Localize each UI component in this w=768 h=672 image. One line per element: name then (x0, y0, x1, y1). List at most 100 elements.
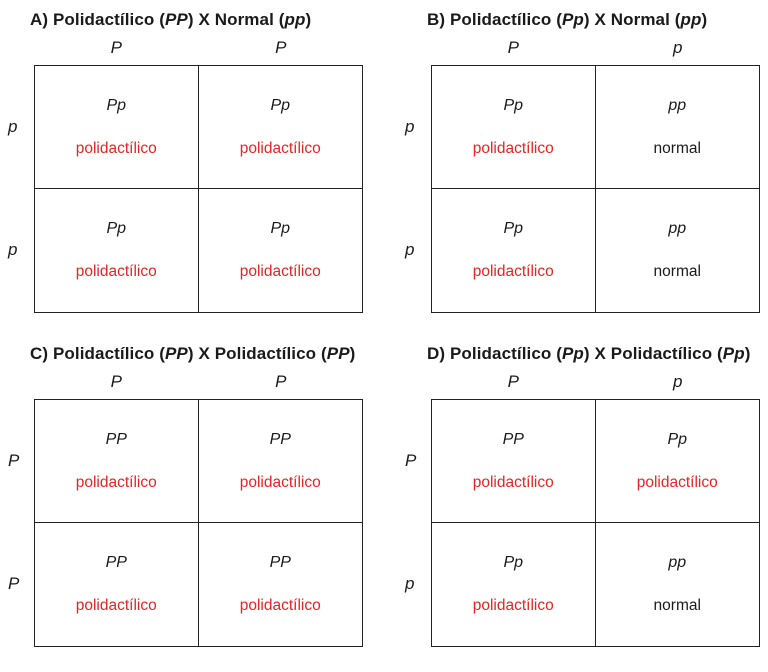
title-text: ) X Polidactílico ( (187, 344, 327, 363)
cell-phenotype: polidactílico (239, 597, 321, 614)
punnett-cell: Pp polidactílico (198, 66, 362, 189)
col-headers: P p (431, 38, 760, 65)
row-header: p (405, 573, 415, 593)
col-headers: P P (34, 372, 363, 399)
cell-phenotype: polidactílico (472, 473, 554, 491)
row-header: P (8, 450, 20, 470)
col-header: P (110, 38, 122, 57)
punnett-grid: Pp polidactílico Pp polidactílico Pp pol… (34, 65, 363, 313)
col-headers: P p (431, 372, 760, 399)
cell-phenotype: normal (653, 263, 701, 280)
title-genotype: PP (326, 344, 350, 363)
cell-genotype: pp (668, 220, 687, 237)
cell-genotype: Pp (106, 96, 127, 114)
punnett-cell: Pp polidactílico (432, 66, 596, 189)
cell-phenotype: polidactílico (239, 473, 321, 491)
title-text: ) X Normal ( (583, 10, 681, 29)
row-header: P (405, 450, 417, 470)
panel-a-title: A) Polidactílico (PP) X Normal (pp) (30, 10, 363, 30)
punnett-cell: PP polidactílico (198, 400, 362, 523)
col-header: p (673, 372, 683, 391)
punnett-cell: Pp polidactílico (432, 523, 596, 646)
punnett-grid: Pp polidactílico pp normal Pp polidactíl… (431, 65, 760, 313)
cell-genotype: Pp (106, 220, 127, 237)
punnett-panel-c: C) Polidactílico (PP) X Polidactílico (P… (8, 342, 363, 652)
punnett-cell: pp normal (595, 66, 759, 189)
punnett-square: P P P P PP polidactílico PP polidactílic… (8, 372, 363, 647)
cell-genotype: Pp (270, 96, 291, 114)
punnett-square: p p P P Pp polidactílico Pp polidactílic… (8, 38, 363, 313)
cell-genotype: PP (269, 554, 291, 571)
cell-phenotype: polidactílico (472, 263, 554, 280)
cell-phenotype: polidactílico (472, 139, 554, 157)
punnett-cell: pp normal (596, 523, 760, 646)
title-text: ) (305, 10, 312, 29)
title-text: A) Polidactílico ( (30, 10, 165, 29)
cell-phenotype: normal (653, 139, 701, 157)
punnett-panel-d: D) Polidactílico (Pp) X Polidactílico (P… (405, 342, 760, 652)
punnett-cell: Pp polidactílico (432, 189, 596, 312)
col-header: P (507, 372, 519, 391)
title-text: B) Polidactílico ( (427, 10, 562, 29)
cell-phenotype: polidactílico (636, 473, 718, 491)
title-text: D) Polidactílico ( (427, 344, 562, 363)
punnett-cell: PP polidactílico (35, 523, 199, 646)
col-headers: P P (34, 38, 363, 65)
title-text: ) X Normal ( (187, 10, 285, 29)
row-headers: P p (405, 372, 431, 647)
cell-genotype: Pp (667, 430, 688, 448)
title-text: ) (701, 10, 708, 29)
punnett-panel-b: B) Polidactílico (Pp) X Normal (pp) p p … (405, 8, 760, 318)
punnett-cell: Pp polidactílico (199, 189, 363, 312)
cell-genotype: Pp (503, 220, 524, 237)
row-header: p (405, 239, 415, 259)
cell-genotype: PP (105, 430, 127, 448)
punnett-cell: PP polidactílico (432, 400, 596, 523)
punnett-square: P p P p PP polidactílico Pp polidactílic… (405, 372, 760, 647)
cell-genotype: Pp (270, 220, 291, 237)
cell-genotype: PP (502, 430, 524, 448)
row-header: P (8, 573, 20, 593)
row-headers: P P (8, 372, 34, 647)
punnett-cell: PP polidactílico (35, 400, 199, 523)
col-header: p (673, 38, 683, 57)
title-genotype: pp (284, 10, 306, 29)
punnett-cell: PP polidactílico (199, 523, 363, 646)
cell-phenotype: polidactílico (75, 263, 157, 280)
row-headers: p p (405, 38, 431, 313)
punnett-cell: Pp polidactílico (595, 400, 759, 523)
title-genotype: PP (164, 10, 188, 29)
punnett-panel-a: A) Polidactílico (PP) X Normal (pp) p p … (8, 8, 363, 318)
punnett-grid: PP polidactílico Pp polidactílico Pp pol… (431, 399, 760, 647)
cell-phenotype: normal (653, 597, 701, 614)
panel-b-title: B) Polidactílico (Pp) X Normal (pp) (427, 10, 760, 30)
title-text: ) (744, 344, 751, 363)
title-genotype: pp (680, 10, 702, 29)
row-header: p (8, 239, 18, 259)
cell-phenotype: polidactílico (75, 473, 157, 491)
cell-genotype: pp (668, 554, 687, 571)
cell-genotype: Pp (503, 96, 524, 114)
cell-phenotype: polidactílico (472, 597, 554, 614)
punnett-cell: pp normal (596, 189, 760, 312)
title-genotype: Pp (722, 344, 745, 363)
cell-phenotype: polidactílico (75, 139, 157, 157)
title-genotype: Pp (561, 10, 584, 29)
cell-genotype: PP (105, 554, 127, 571)
punnett-square: p p P p Pp polidactílico pp normal (405, 38, 760, 313)
cell-phenotype: polidactílico (239, 139, 321, 157)
cell-genotype: PP (269, 430, 291, 448)
row-headers: p p (8, 38, 34, 313)
title-text: ) X Polidactílico ( (583, 344, 723, 363)
col-header: P (275, 372, 287, 391)
punnett-cell: Pp polidactílico (35, 66, 199, 189)
cell-genotype: Pp (503, 554, 524, 571)
col-header: P (507, 38, 519, 57)
panel-c-title: C) Polidactílico (PP) X Polidactílico (P… (30, 344, 363, 364)
title-genotype: Pp (561, 344, 584, 363)
col-header: P (275, 38, 287, 57)
panel-d-title: D) Polidactílico (Pp) X Polidactílico (P… (427, 344, 760, 364)
punnett-grid: PP polidactílico PP polidactílico PP pol… (34, 399, 363, 647)
title-text: ) (349, 344, 356, 363)
